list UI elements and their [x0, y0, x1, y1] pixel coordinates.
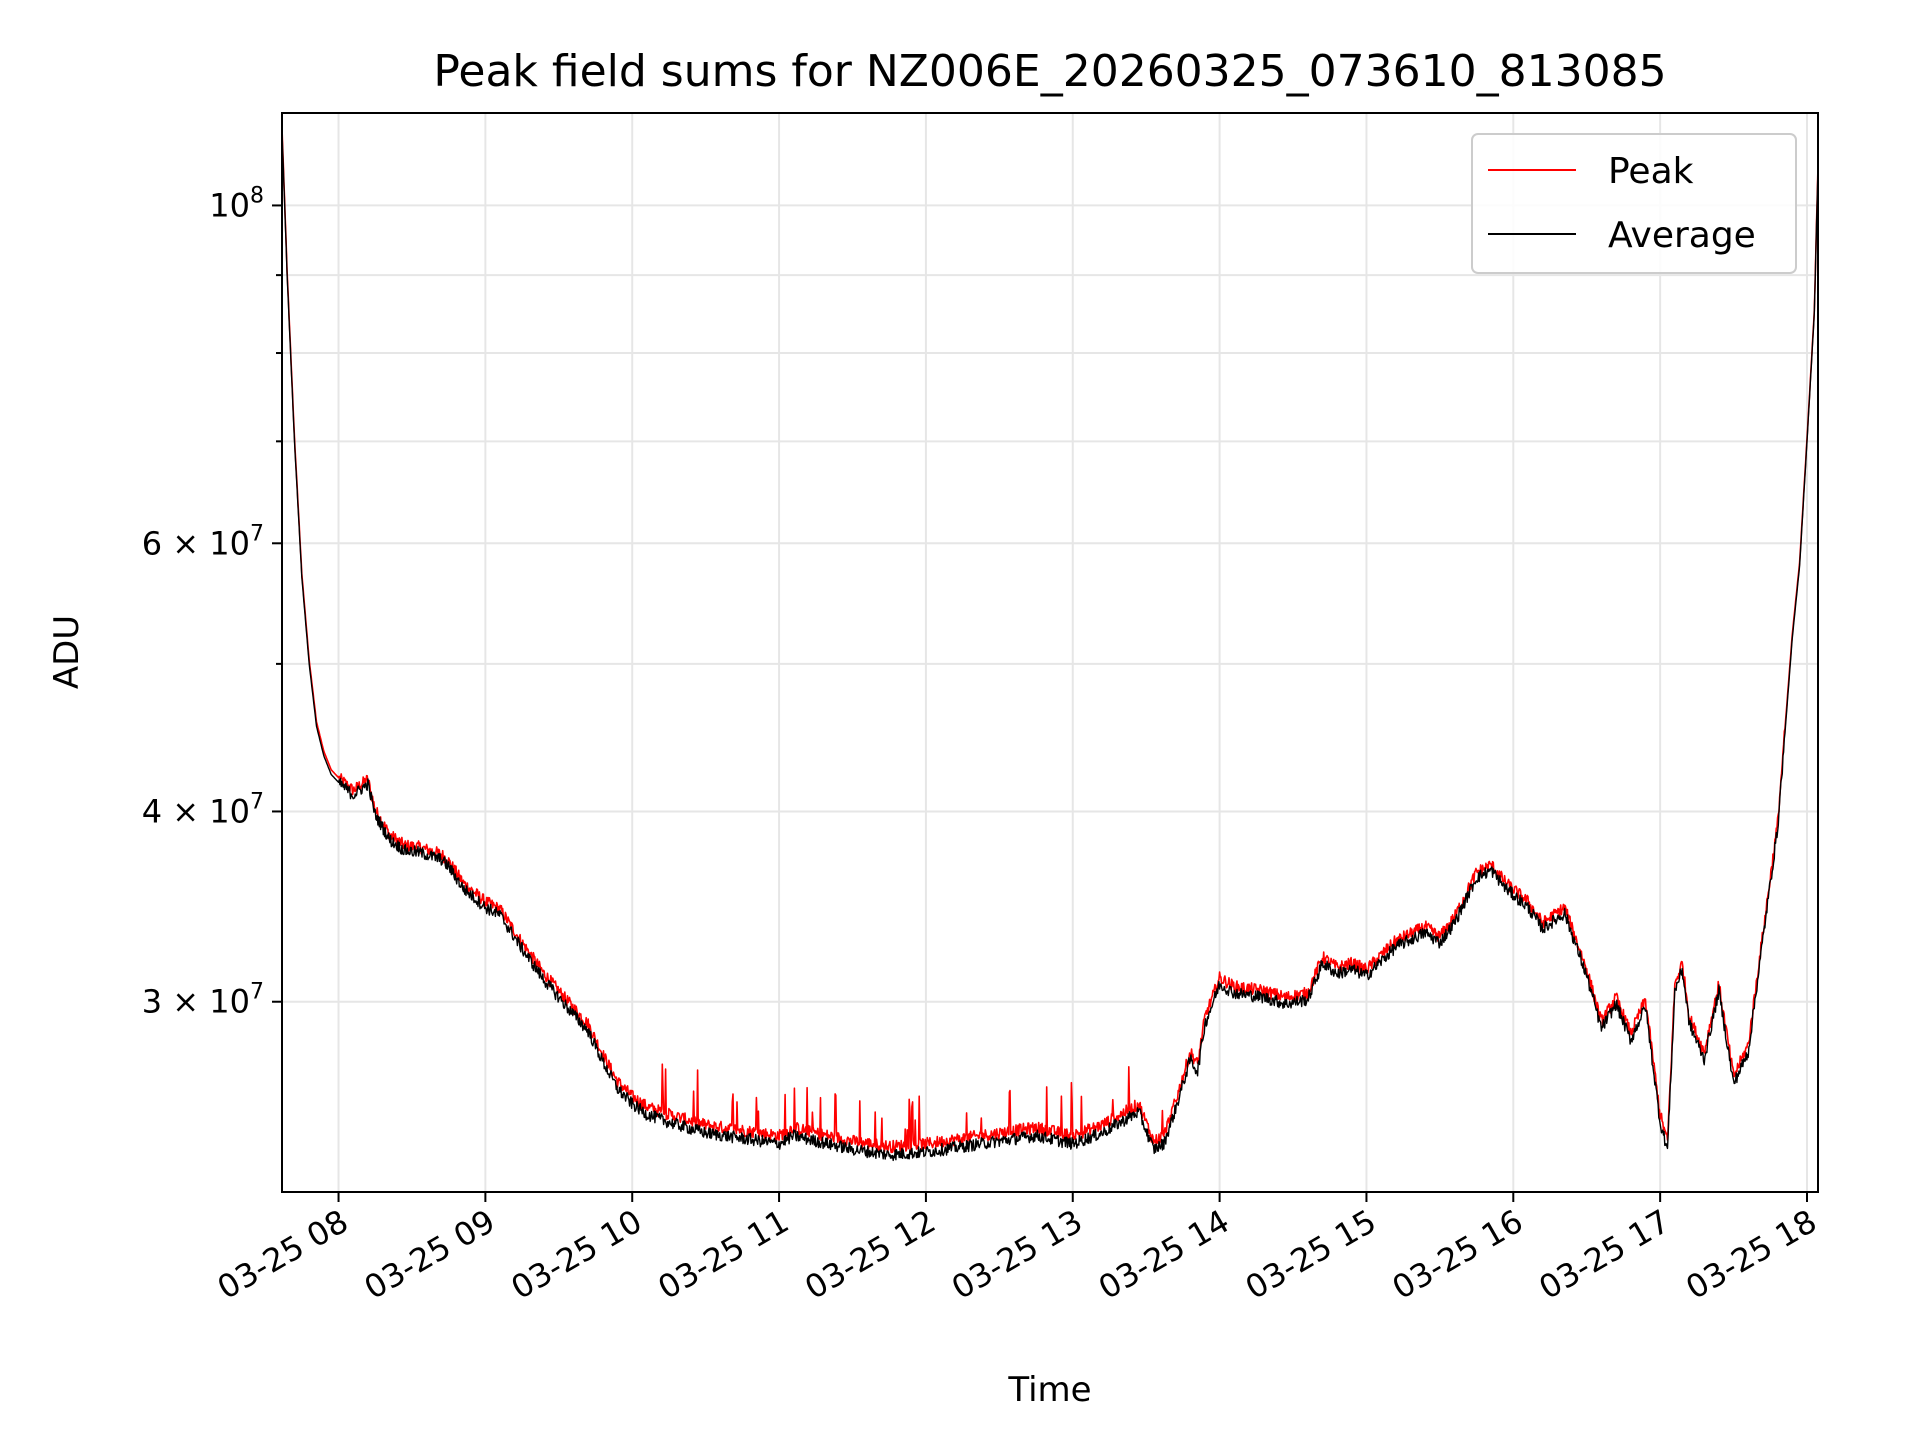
y-tick-label-base: 6 × 10 — [142, 524, 250, 562]
y-tick-label-base: 3 × 10 — [142, 983, 250, 1021]
legend: Peak Average — [1471, 133, 1797, 274]
y-tick-label-exponent: 7 — [250, 789, 264, 814]
legend-average-label: Average — [1608, 215, 1756, 256]
average-series-line — [282, 130, 1818, 1162]
legend-peak-label: Peak — [1608, 151, 1694, 192]
y-tick-label-exponent: 7 — [250, 521, 264, 546]
plot-frame — [281, 112, 1819, 1193]
y-tick-label-base: 4 × 10 — [142, 792, 250, 830]
y-tick-label: 6 × 107 — [142, 521, 264, 562]
peak-series-line — [282, 127, 1818, 1154]
y-tick-label-base: 10 — [209, 186, 250, 224]
y-tick-label: 3 × 107 — [142, 980, 264, 1021]
grid-layer — [282, 113, 1818, 1192]
y-axis-label: ADU — [47, 615, 87, 689]
y-tick-label: 4 × 107 — [142, 789, 264, 830]
x-axis-label: Time — [1007, 1370, 1091, 1410]
y-tick-label-exponent: 7 — [250, 980, 264, 1005]
y-tick-label: 108 — [209, 183, 264, 224]
series-layer — [282, 127, 1818, 1162]
legend-box — [1471, 133, 1797, 274]
chart-title: Peak field sums for NZ006E_20260325_0736… — [433, 46, 1666, 97]
y-tick-label-exponent: 8 — [250, 183, 264, 208]
